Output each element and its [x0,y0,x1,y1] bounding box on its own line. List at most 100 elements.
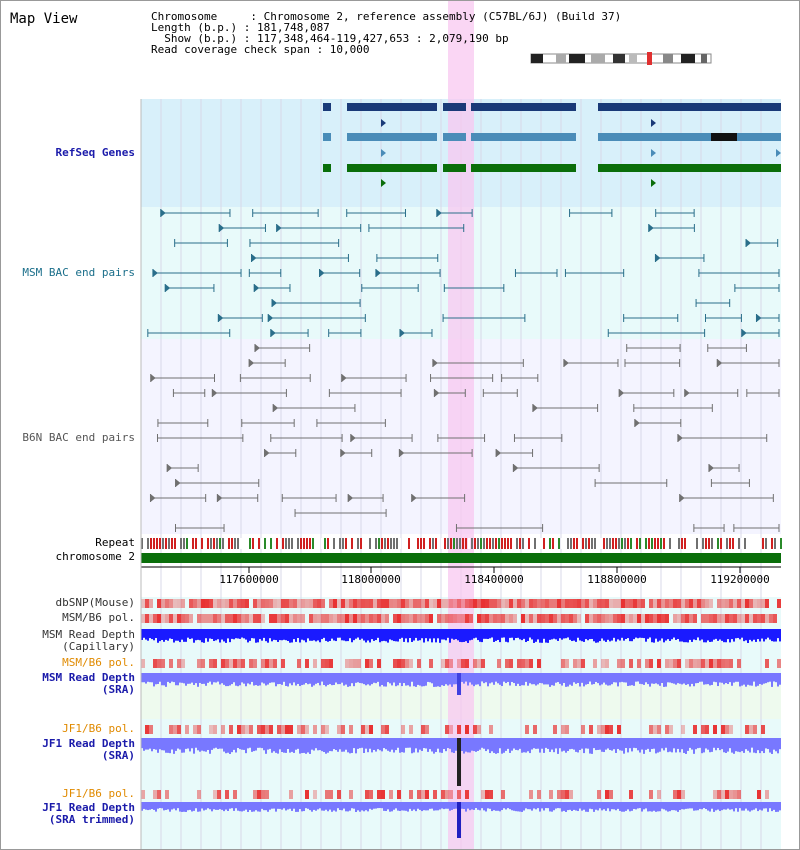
msm-depth-capillary-bar [209,629,211,639]
jf1-depth-sra-bar [207,738,209,750]
jf1-b6-pol-heat [249,725,253,734]
dbsnp-heat [293,599,297,608]
jf1-depth-tr-bar [235,802,237,809]
jf1-depth-tr-bar [713,802,715,812]
jf1-depth-sra-bar [563,738,565,751]
msm-depth-sra-bar [699,673,701,682]
jf1-depth-tr-bar [633,802,635,809]
msm-depth-capillary-bar [673,629,675,638]
jf1-depth-tr-bar [307,802,309,809]
msm-depth-capillary-bar [441,629,443,640]
dbsnp-heat [357,599,361,608]
jf1-depth-sra-bar [283,738,285,753]
repeat-element [582,538,584,549]
dbsnp-heat [649,599,653,608]
msm-depth-sra-bar [249,673,251,685]
msm-depth-capillary-bar [369,629,371,643]
msm-depth-sra-bar [453,673,455,685]
msm-depth-capillary-bar [211,629,213,639]
jf1-depth-tr-bar [767,802,769,812]
msm-b6-pol-heat [325,614,329,623]
msm-depth-capillary-bar [747,629,749,643]
jf1-depth-tr-bar [375,802,377,809]
jf1-depth-sra-bar [585,738,587,749]
msm-depth-capillary-bar [189,629,191,640]
jf1-depth-sra-bar [157,738,159,753]
jf1-depth-sra-bar [257,738,259,748]
msm-depth-sra-bar [509,673,511,686]
jf1-b6-pol-heat [337,725,341,734]
msm-depth-capillary-bar [593,629,595,642]
jf1-depth-sra-bar [767,738,769,750]
repeat-element [624,538,626,549]
dbsnp-heat [361,599,365,608]
msm-depth-sra-bar [753,673,755,682]
msm-b6-pol-sra-heat [529,659,533,668]
jf1-depth-sra-bar [265,738,267,754]
jf1-depth-sra-bar [281,738,283,753]
repeat-element [183,538,185,549]
jf1-depth-tr-bar [353,802,355,809]
msm-b6-pol-sra-heat [481,659,485,668]
dbsnp-heat [149,599,153,608]
msm-b6-pol-heat [309,614,313,623]
jf1-b6-pol-heat [261,725,265,734]
jf1-depth-sra-bar [605,738,607,750]
msm-b6-pol-heat [413,614,417,623]
jf1-depth-sra-bar [471,738,473,751]
jf1-depth-sra-bar [747,738,749,751]
msm-depth-capillary-bar [625,629,627,639]
msm-depth-capillary-bar [683,629,685,643]
dbsnp-heat [225,599,229,608]
msm-depth-capillary-bar [309,629,311,641]
jf1-b6-pol-tr-heat [677,790,681,799]
repeat-element [393,538,395,549]
msm-depth-sra-bar [253,673,255,686]
jf1-depth-tr-bar [617,802,619,809]
msm-b6-pol-sra-heat [477,659,481,668]
jf1-depth-tr-bar [231,802,233,809]
jf1-depth-tr-bar [419,802,421,810]
jf1-b6-pol-tr-heat [409,790,413,799]
jf1-depth-tr-bar [599,802,601,809]
jf1-depth-sra-bar [141,738,143,749]
msm-b6-pol-heat [545,614,549,623]
msm-depth-sra-bar [357,673,359,683]
msm-depth-sra-bar [275,673,277,687]
jf1-depth-tr-bar [663,802,665,810]
jf1-depth-tr-bar [671,802,673,811]
jf1-depth-tr-bar [163,802,165,811]
msm-b6-pol-sra-heat [261,659,265,668]
msm-depth-sra-bar [259,673,261,686]
repeat-element [486,538,488,549]
msm-depth-capillary-bar [175,629,177,641]
msm-bac-arrow [741,329,747,337]
msm-depth-capillary-bar [605,629,607,642]
jf1-depth-tr-bar [499,802,501,812]
jf1-b6-pol-heat [533,725,537,734]
msm-depth-sra-bar [379,673,381,687]
jf1-depth-tr-bar [645,802,647,809]
jf1-depth-sra-bar [339,738,341,750]
msm-depth-capillary-bar [517,629,519,638]
jf1-b6-pol-heat [605,725,609,734]
msm-depth-sra-bar [743,673,745,685]
msm-depth-capillary-bar [643,629,645,639]
repeat-element [141,538,143,549]
b6n-bac-arrow [717,359,723,367]
msm-b6-pol-heat [173,614,177,623]
jf1-depth-tr-bar [737,802,739,812]
jf1-depth-sra-bar [753,738,755,753]
msm-depth-capillary-bar [171,629,173,640]
msm-depth-capillary-bar [679,629,681,642]
msm-depth-capillary-bar [551,629,553,640]
msm-b6-pol-heat [485,614,489,623]
jf1-b6-pol-tr-heat [733,790,737,799]
msm-depth-sra-bar [421,673,423,687]
jf1-depth-sra-bar [261,738,263,749]
jf1-depth-tr-bar [643,802,645,810]
jf1-depth-tr-bar [427,802,429,811]
jf1-depth-tr-bar [511,802,513,811]
msm-depth-capillary-bar [479,629,481,642]
